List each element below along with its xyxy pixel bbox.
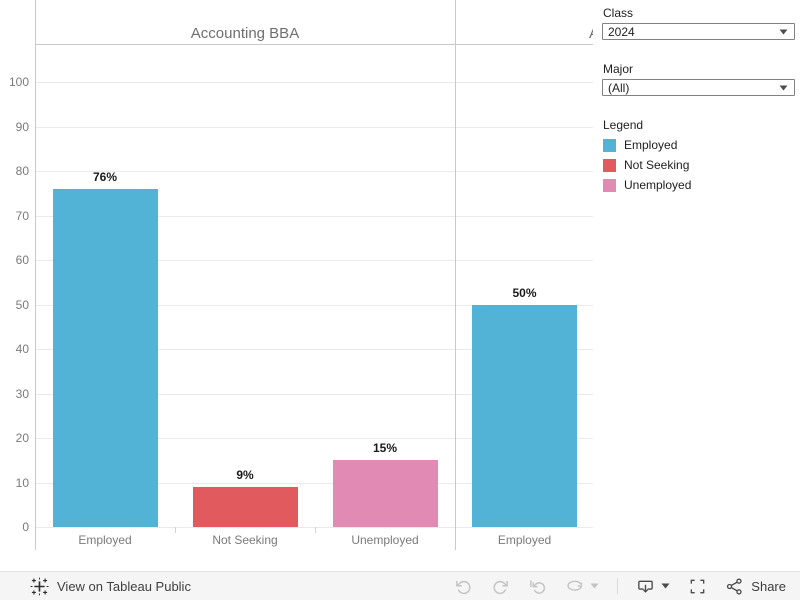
y-axis-tick-label: 0 [22, 520, 29, 534]
gridline [35, 82, 593, 83]
bar-value-label: 15% [372, 441, 398, 455]
gridline [35, 483, 593, 484]
download-icon [638, 580, 654, 593]
gridline [35, 438, 593, 439]
panel-title-clipped: A [589, 25, 593, 42]
legend-label: Unemployed [624, 178, 692, 192]
share-label: Share [751, 578, 786, 594]
x-axis-tick [175, 527, 176, 533]
undo-button[interactable] [454, 577, 473, 596]
redo-icon [493, 580, 509, 594]
x-axis-category-label: Not Seeking [212, 533, 278, 547]
x-axis-category-label: Employed [497, 533, 552, 547]
bar-value-label: 76% [92, 170, 118, 184]
revert-icon [530, 579, 546, 594]
y-axis-line [35, 0, 36, 550]
bar-unemployed[interactable] [332, 460, 438, 527]
gridline [35, 394, 593, 395]
class-filter-label: Class [603, 6, 634, 20]
chevron-down-icon [590, 583, 599, 589]
bottom-toolbar: View on Tableau Public [0, 571, 800, 600]
legend-swatch [603, 178, 616, 192]
chevron-down-icon [661, 583, 670, 589]
pause-caret-button[interactable] [590, 583, 599, 589]
panel-divider-line [455, 0, 456, 550]
major-filter-label: Major [603, 62, 634, 76]
major-filter-dropdown[interactable]: (All) [602, 79, 795, 96]
legend-title: Legend [603, 118, 644, 132]
fullscreen-button[interactable] [688, 577, 707, 596]
refresh-button[interactable] [565, 577, 584, 596]
bar-not-seeking[interactable] [192, 487, 298, 527]
y-axis-tick-label: 40 [15, 342, 29, 356]
view-on-tableau-public-link[interactable]: View on Tableau Public [30, 577, 191, 596]
filter-sidebar: Class 2024 Major (All) Legend Employed No… [600, 0, 800, 571]
tableau-logo-icon [30, 577, 49, 595]
legend-label: Not Seeking [624, 158, 690, 172]
major-filter-value: (All) [608, 80, 630, 95]
gridline [35, 127, 593, 128]
refresh-icon [567, 580, 583, 591]
legend-label: Employed [624, 138, 678, 152]
toolbar-divider [617, 578, 619, 594]
gridline [35, 260, 593, 261]
y-axis-tick-label: 80 [15, 164, 29, 178]
gridline [35, 216, 593, 217]
redo-button[interactable] [491, 577, 510, 596]
share-icon [727, 578, 742, 594]
share-button[interactable]: Share [725, 577, 786, 596]
undo-icon [456, 580, 471, 594]
toolbar-actions: Share [454, 577, 786, 596]
y-axis-tick-label: 20 [15, 431, 29, 445]
panel-title: Accounting BBA [190, 25, 300, 42]
x-axis-category-label: Employed [78, 533, 132, 547]
y-axis-tick-label: 60 [15, 253, 29, 267]
legend-swatch [603, 138, 616, 152]
y-axis-tick-label: 90 [15, 120, 29, 134]
fullscreen-icon [690, 579, 705, 593]
x-axis-category-label: Unemployed [351, 533, 419, 547]
download-button[interactable] [636, 577, 655, 596]
gridline [35, 349, 593, 350]
y-axis-tick-label: 30 [15, 387, 29, 401]
x-axis-tick [315, 527, 316, 533]
bar-value-label: 9% [236, 468, 254, 482]
gridline [35, 305, 593, 306]
gridline [35, 527, 593, 528]
reset-button[interactable] [528, 577, 547, 596]
bar-employed[interactable] [52, 189, 158, 527]
legend-item-employed[interactable]: Employed [603, 137, 677, 153]
chevron-down-icon [779, 85, 788, 90]
chart-area: 0 10 20 30 40 50 60 70 80 90 100 Accounting BBA A 76%… [8, 0, 593, 550]
chevron-down-icon [779, 29, 788, 34]
title-underline [35, 44, 593, 45]
gridline [35, 171, 593, 172]
y-axis-tick-label: 100 [8, 75, 29, 89]
view-on-tableau-public-label: View on Tableau Public [57, 578, 191, 594]
download-options-caret[interactable] [661, 583, 670, 589]
y-axis-tick-label: 50 [15, 298, 29, 312]
bar-employed[interactable] [472, 305, 577, 527]
y-axis-tick-label: 70 [15, 209, 29, 223]
legend-item-not-seeking[interactable]: Not Seeking [603, 157, 689, 173]
class-filter-dropdown[interactable]: 2024 [602, 23, 795, 40]
legend-swatch [603, 158, 616, 172]
y-axis-tick-label: 10 [15, 476, 29, 490]
bar-value-label: 50% [512, 286, 537, 300]
legend-item-unemployed[interactable]: Unemployed [603, 177, 691, 193]
class-filter-value: 2024 [608, 24, 635, 39]
